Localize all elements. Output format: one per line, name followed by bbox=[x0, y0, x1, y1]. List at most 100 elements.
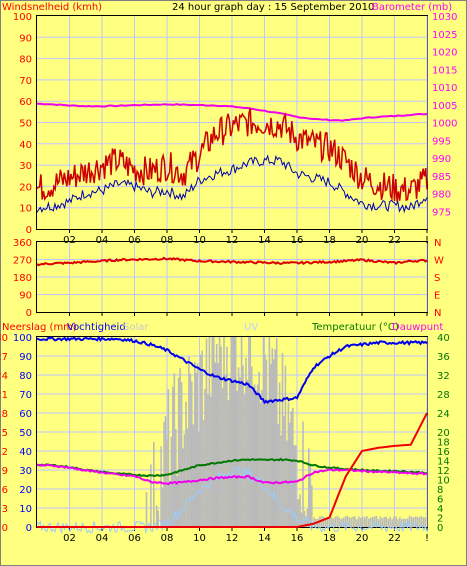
series-wind-speed bbox=[36, 107, 428, 202]
solar-bar bbox=[236, 390, 238, 527]
uv-label: UV bbox=[244, 322, 258, 333]
x-tick-label: 04 bbox=[96, 235, 109, 246]
x-tick-label: 22 bbox=[388, 533, 401, 544]
solar-bar bbox=[270, 363, 272, 527]
solar-bar bbox=[332, 518, 335, 527]
wind-y-tick-label: 30 bbox=[19, 161, 32, 172]
solar-bar bbox=[296, 499, 298, 527]
chart-title: 24 hour graph day : 15 September 2010 bbox=[172, 2, 374, 13]
solar-bar bbox=[286, 440, 288, 527]
solar-bar bbox=[205, 338, 208, 527]
temperature-y-tick-label: 14 bbox=[437, 457, 450, 468]
solar-bar bbox=[267, 399, 269, 527]
solar-bar bbox=[169, 483, 171, 527]
dewpoint-axis-label: Dauwpunt bbox=[392, 322, 443, 333]
x-tick-label: 02 bbox=[63, 533, 76, 544]
x-tick-label: 12 bbox=[226, 235, 239, 246]
series-barometer bbox=[36, 102, 428, 122]
direction-y-tick-label: 270 bbox=[13, 256, 32, 267]
solar-bar bbox=[183, 434, 186, 527]
wind-y-tick-label: 100 bbox=[13, 12, 32, 23]
rain-y-tick-label: 6 bbox=[2, 485, 8, 496]
humidity-y-tick-label: 10 bbox=[19, 504, 32, 515]
solar-bar bbox=[313, 517, 315, 527]
chart-marks: 02 04 06 08 10 12 14 16 18 20 22 !02 04 06 08 10 12 14 16 1… bbox=[0, 12, 457, 544]
series-wind-direction bbox=[36, 256, 428, 267]
solar-bar bbox=[424, 517, 426, 527]
solar-bar bbox=[290, 411, 293, 527]
solar-bar bbox=[348, 517, 350, 527]
solar-bar bbox=[326, 517, 329, 527]
rain-y-tick-label: 24 bbox=[0, 371, 8, 382]
rain-y-tick-label: 12 bbox=[0, 447, 8, 458]
barometer-y-tick-label: 980 bbox=[432, 190, 451, 201]
solar-bar bbox=[371, 517, 374, 527]
solar-bar bbox=[192, 424, 195, 527]
solar-bar bbox=[240, 337, 243, 527]
solar-bar bbox=[153, 442, 155, 527]
solar-bar bbox=[358, 516, 360, 527]
solar-bar bbox=[422, 517, 425, 527]
solar-bar bbox=[305, 516, 307, 527]
wind-y-tick-label: 10 bbox=[19, 204, 32, 215]
x-tick-label: 08 bbox=[161, 235, 174, 246]
solar-bar bbox=[323, 516, 325, 527]
solar-bar bbox=[406, 518, 409, 527]
solar-bar bbox=[182, 448, 184, 527]
solar-bar bbox=[268, 337, 271, 527]
solar-bar bbox=[365, 516, 368, 527]
solar-bar bbox=[299, 494, 301, 527]
solar-bar bbox=[218, 337, 221, 527]
solar-bar bbox=[395, 516, 397, 527]
compass-tick-label: S bbox=[434, 273, 440, 284]
temperature-y-tick-label: 8 bbox=[437, 485, 443, 496]
solar-bar bbox=[246, 379, 249, 527]
barometer-y-tick-label: 995 bbox=[432, 136, 451, 147]
temperature-y-tick-label: 6 bbox=[437, 495, 443, 506]
temperature-y-tick-label: 24 bbox=[437, 409, 450, 420]
solar-label: Solar bbox=[123, 322, 149, 333]
solar-bar bbox=[261, 389, 263, 527]
solar-bar bbox=[211, 337, 214, 527]
solar-bar bbox=[180, 382, 183, 527]
solar-bar bbox=[210, 396, 212, 527]
x-tick-label: 06 bbox=[128, 235, 141, 246]
humidity-y-tick-label: 30 bbox=[19, 466, 32, 477]
solar-bar bbox=[245, 357, 247, 527]
wind-y-tick-label: 70 bbox=[19, 76, 32, 87]
solar-bar bbox=[354, 516, 356, 527]
solar-bar bbox=[191, 381, 193, 527]
solar-bar bbox=[336, 515, 339, 527]
solar-bar bbox=[258, 371, 260, 527]
x-tick-label: 02 bbox=[63, 235, 76, 246]
solar-bar bbox=[259, 402, 262, 527]
solar-bar bbox=[208, 337, 211, 527]
x-tick-label: 22 bbox=[388, 235, 401, 246]
rain-y-tick-label: 9 bbox=[2, 466, 8, 477]
wind-y-tick-label: 0 bbox=[26, 225, 32, 236]
rain-y-tick-label: 0 bbox=[2, 523, 8, 534]
solar-bar bbox=[145, 492, 148, 527]
solar-bar bbox=[330, 517, 333, 527]
solar-bar bbox=[264, 354, 266, 527]
temperature-y-tick-label: 12 bbox=[437, 466, 450, 477]
solar-bar bbox=[293, 445, 295, 527]
humidity-y-tick-label: 40 bbox=[19, 447, 32, 458]
solar-bar bbox=[389, 516, 391, 527]
solar-bar bbox=[150, 464, 152, 527]
barometer-y-tick-label: 1020 bbox=[432, 48, 457, 59]
rain-y-tick-label: 15 bbox=[0, 428, 8, 439]
solar-bar bbox=[175, 429, 177, 527]
series-rain bbox=[37, 412, 428, 528]
solar-bar bbox=[334, 516, 337, 527]
solar-bar bbox=[385, 516, 387, 527]
solar-bar bbox=[377, 519, 380, 527]
barometer-y-tick-label: 1010 bbox=[432, 83, 457, 94]
solar-bar bbox=[230, 337, 233, 527]
solar-bar bbox=[207, 394, 209, 527]
solar-bar bbox=[284, 365, 287, 527]
x-tick-label: 16 bbox=[291, 533, 304, 544]
solar-bar bbox=[375, 515, 378, 527]
solar-bar bbox=[232, 337, 234, 527]
